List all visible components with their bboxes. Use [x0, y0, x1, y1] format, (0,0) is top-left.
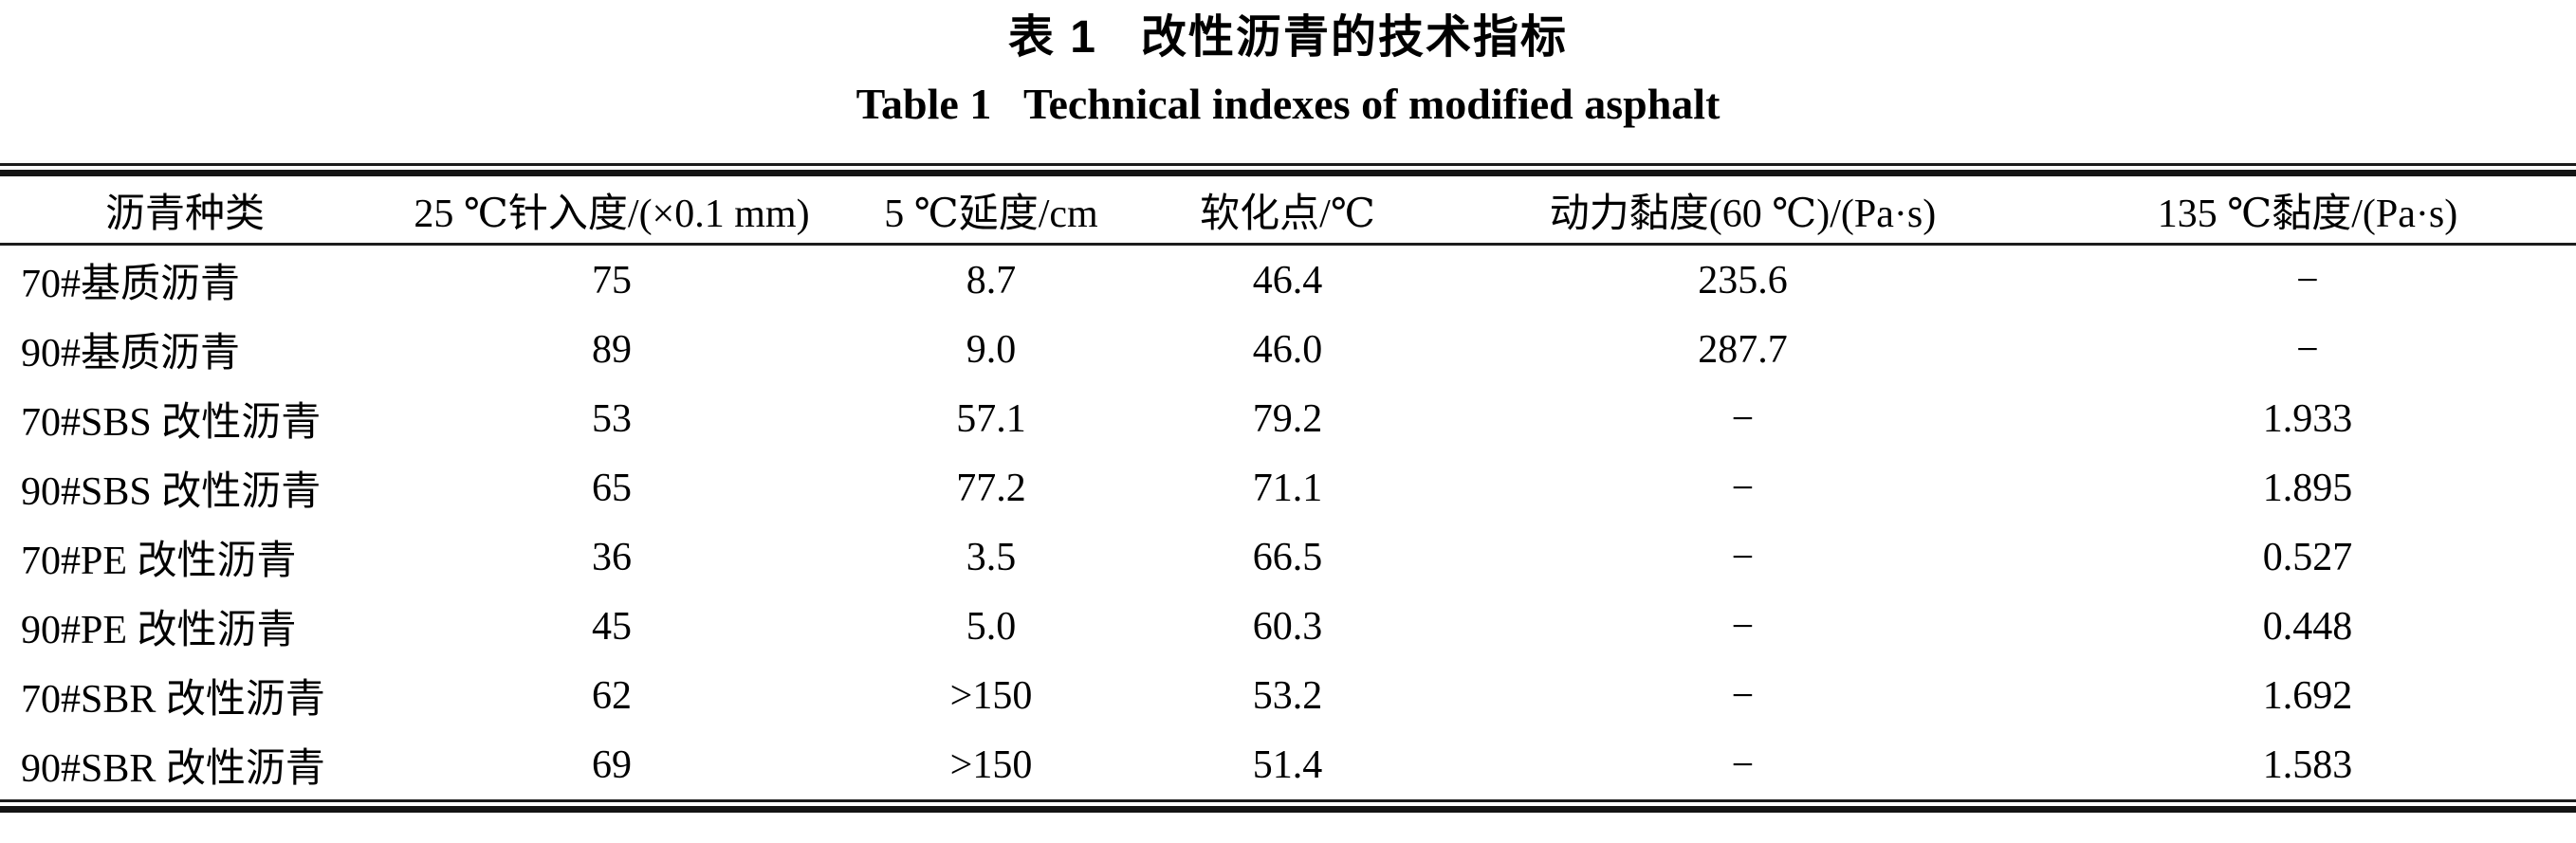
- table-row: 70#基质沥青 75 8.7 46.4 235.6 −: [0, 245, 2576, 316]
- table-bottom-rule-thick: [0, 806, 2576, 813]
- value-cell: 79.2: [1252, 396, 1323, 441]
- table-bottom-rule-thin: [0, 799, 2576, 802]
- column-header-5: 135 ℃黏度/(Pa·s): [2039, 176, 2576, 246]
- value-cell: 69: [592, 742, 632, 787]
- column-header-1: 25 ℃针入度/(×0.1 mm): [370, 176, 854, 246]
- value-cell: −: [1731, 396, 1755, 441]
- table-row: 90#基质沥青 89 9.0 46.0 287.7 −: [0, 315, 2576, 384]
- column-header-4: 动力黏度(60 ℃)/(Pa·s): [1446, 176, 2039, 246]
- value-cell: −: [1731, 466, 1755, 510]
- value-cell: −: [2296, 258, 2319, 302]
- value-cell: >150: [949, 673, 1033, 718]
- value-cell: 77.2: [956, 466, 1026, 510]
- table-row: 70#SBS 改性沥青 53 57.1 79.2 − 1.933: [0, 384, 2576, 453]
- value-cell: 51.4: [1252, 742, 1323, 787]
- value-cell: 1.895: [2262, 466, 2353, 510]
- asphalt-type-cell: 90#PE 改性沥青: [21, 609, 297, 652]
- value-cell: 1.692: [2262, 673, 2353, 718]
- value-cell: 36: [592, 535, 632, 579]
- value-cell: 46.0: [1252, 327, 1323, 372]
- table-body: 70#基质沥青 75 8.7 46.4 235.6 − 90#基质沥青 89 9.0 46.0 28…: [0, 245, 2576, 800]
- column-header-2: 5 ℃延度/cm: [854, 176, 1129, 246]
- table-row: 70#PE 改性沥青 36 3.5 66.5 − 0.527: [0, 522, 2576, 592]
- value-cell: 8.7: [966, 258, 1017, 302]
- table-caption-en: Table 1 Technical indexes of modified as…: [856, 80, 1720, 128]
- value-cell: −: [1731, 604, 1755, 649]
- table-row: 90#SBR 改性沥青 69 >150 51.4 − 1.583: [0, 730, 2576, 799]
- value-cell: 1.583: [2262, 742, 2353, 787]
- page: 表 1 改性沥青的技术指标 Table 1 Technical indexes …: [0, 9, 2576, 843]
- value-cell: 53.2: [1252, 673, 1323, 718]
- asphalt-type-cell: 70#SBS 改性沥青: [21, 401, 322, 445]
- value-cell: −: [2296, 327, 2319, 372]
- value-cell: 65: [592, 466, 632, 510]
- header-row: 沥青种类 25 ℃针入度/(×0.1 mm) 5 ℃延度/cm 软化点/℃ 动力黏度(6…: [0, 176, 2576, 246]
- value-cell: 66.5: [1252, 535, 1323, 579]
- value-cell: 0.527: [2262, 535, 2353, 579]
- value-cell: >150: [949, 742, 1033, 787]
- column-header-0: 沥青种类: [0, 176, 370, 246]
- asphalt-type-cell: 70#基质沥青: [21, 263, 241, 306]
- value-cell: 1.933: [2262, 396, 2353, 441]
- value-cell: 46.4: [1252, 258, 1323, 302]
- value-cell: 235.6: [1698, 258, 1788, 302]
- value-cell: 287.7: [1698, 327, 1788, 372]
- value-cell: −: [1731, 742, 1755, 787]
- asphalt-type-cell: 70#PE 改性沥青: [21, 540, 297, 583]
- table-row: 90#PE 改性沥青 45 5.0 60.3 − 0.448: [0, 592, 2576, 661]
- value-cell: 5.0: [966, 604, 1017, 649]
- value-cell: 0.448: [2262, 604, 2353, 649]
- asphalt-technical-indexes-table: 沥青种类 25 ℃针入度/(×0.1 mm) 5 ℃延度/cm 软化点/℃ 动力黏度(6…: [0, 176, 2576, 799]
- value-cell: 57.1: [956, 396, 1026, 441]
- value-cell: 62: [592, 673, 632, 718]
- value-cell: 3.5: [966, 535, 1017, 579]
- value-cell: 75: [592, 258, 632, 302]
- table-row: 70#SBR 改性沥青 62 >150 53.2 − 1.692: [0, 661, 2576, 730]
- table-caption-zh: 表 1 改性沥青的技术指标: [1007, 12, 1569, 63]
- asphalt-type-cell: 90#基质沥青: [21, 332, 241, 376]
- value-cell: 9.0: [966, 327, 1017, 372]
- value-cell: 89: [592, 327, 632, 372]
- table-row: 90#SBS 改性沥青 65 77.2 71.1 − 1.895: [0, 453, 2576, 522]
- value-cell: 53: [592, 396, 632, 441]
- value-cell: 71.1: [1252, 466, 1323, 510]
- value-cell: −: [1731, 673, 1755, 718]
- column-header-3: 软化点/℃: [1129, 176, 1446, 246]
- value-cell: −: [1731, 535, 1755, 579]
- table-top-rule-thick: [0, 170, 2576, 176]
- asphalt-type-cell: 70#SBR 改性沥青: [21, 678, 325, 722]
- asphalt-type-cell: 90#SBS 改性沥青: [21, 470, 322, 514]
- value-cell: 60.3: [1252, 604, 1323, 649]
- table-top-rule-thin: [0, 163, 2576, 166]
- asphalt-type-cell: 90#SBR 改性沥青: [21, 747, 325, 791]
- value-cell: 45: [592, 604, 632, 649]
